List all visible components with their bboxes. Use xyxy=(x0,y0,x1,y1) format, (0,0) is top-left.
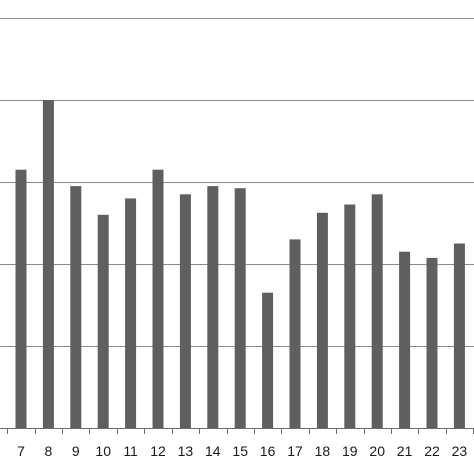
bar-13 xyxy=(179,194,191,428)
bars xyxy=(15,100,465,429)
x-tick-label-18: 18 xyxy=(315,443,331,459)
bar-18 xyxy=(316,212,328,429)
bar-21 xyxy=(399,251,411,428)
bar-14 xyxy=(207,186,219,428)
x-tick-label-10: 10 xyxy=(95,443,111,459)
x-tick-label-21: 21 xyxy=(397,443,413,459)
bar-7 xyxy=(15,169,27,428)
bar-17 xyxy=(289,239,301,428)
x-tick-label-11: 11 xyxy=(123,443,138,459)
bar-11 xyxy=(125,198,137,428)
x-tick-label-7: 7 xyxy=(17,443,25,459)
bar-15 xyxy=(234,188,246,428)
bar-22 xyxy=(426,257,438,428)
bar-10 xyxy=(97,214,109,428)
bar-16 xyxy=(262,292,274,428)
x-tick-labels: 7 8 9 10 11 12 13 14 15 16 17 18 19 20 21 22 23 xyxy=(17,443,467,459)
x-tick-label-20: 20 xyxy=(369,443,385,459)
x-tick-label-15: 15 xyxy=(232,443,248,459)
x-axis xyxy=(0,428,474,434)
x-tick-label-8: 8 xyxy=(45,443,53,459)
x-tick-label-23: 23 xyxy=(452,443,468,459)
bar-8 xyxy=(42,100,54,428)
x-tick-label-9: 9 xyxy=(72,443,80,459)
x-tick-label-13: 13 xyxy=(178,443,194,459)
bar-9 xyxy=(70,186,82,428)
bar-12 xyxy=(152,169,164,428)
x-tick-label-12: 12 xyxy=(150,443,166,459)
x-tick-label-16: 16 xyxy=(260,443,276,459)
bar-19 xyxy=(344,204,356,428)
x-tick-label-22: 22 xyxy=(424,443,440,459)
bar-23 xyxy=(453,243,465,428)
bar-20 xyxy=(371,194,383,428)
x-tick-label-19: 19 xyxy=(342,443,358,459)
x-tick-label-14: 14 xyxy=(205,443,221,459)
x-tick-label-17: 17 xyxy=(287,443,303,459)
